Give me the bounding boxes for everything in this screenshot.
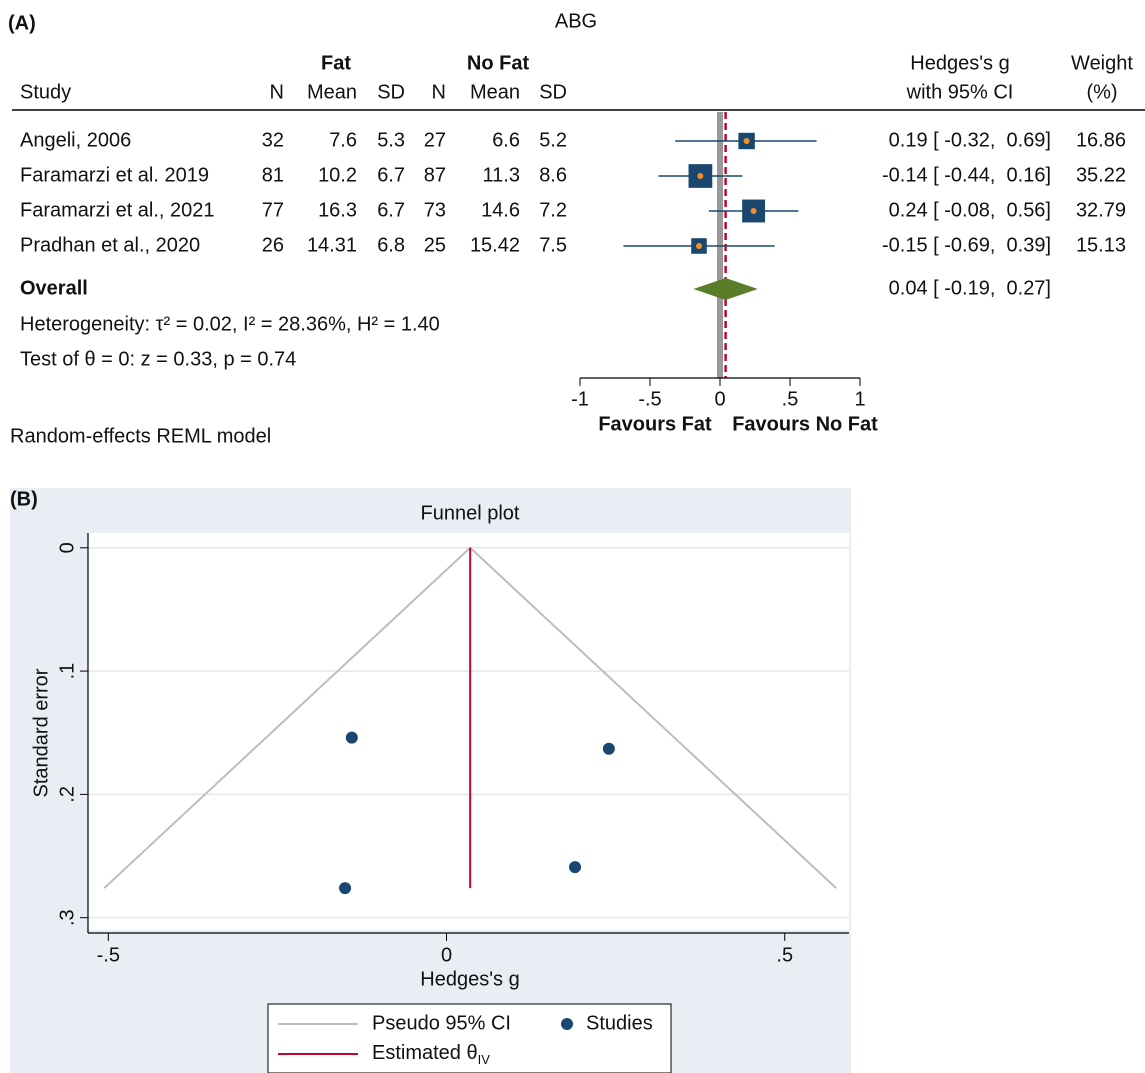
cell: 14.6 — [481, 199, 520, 221]
cell: 7.2 — [539, 199, 567, 221]
column-header: Weight — [1071, 52, 1133, 74]
legend-label-subscript: IV — [478, 1052, 491, 1067]
column-header: with 95% CI — [906, 81, 1014, 103]
x-tick-label: 1 — [854, 388, 865, 410]
y-axis-label: Standard error — [30, 668, 52, 797]
cell: 5.2 — [539, 129, 567, 151]
favours-label: Favours No Fat — [732, 413, 878, 435]
cell: 6.6 — [492, 129, 520, 151]
y-tick-label: .1 — [56, 663, 78, 680]
column-header: N — [270, 81, 284, 103]
ci-label: 0.19 [ -0.32, 0.69] — [889, 129, 1051, 151]
study-point — [345, 731, 358, 744]
x-tick-label: .5 — [776, 944, 793, 966]
cell: 16.3 — [318, 199, 357, 221]
x-tick-label: -1 — [571, 388, 589, 410]
ci-label: 0.24 [ -0.08, 0.56] — [889, 199, 1051, 221]
cell: 11.3 — [483, 164, 520, 186]
weight-label: 16.86 — [1076, 129, 1126, 151]
overall-name: Overall — [20, 277, 88, 299]
plot-area — [88, 533, 849, 930]
y-tick-label: .3 — [56, 909, 78, 926]
legend-label: Pseudo 95% CI — [372, 1012, 511, 1034]
x-axis-label: Hedges's g — [420, 968, 519, 990]
x-tick-label: .5 — [782, 388, 799, 410]
heterogeneity: Heterogeneity: τ² = 0.02, I² = 28.36%, H… — [20, 313, 440, 335]
effect-point — [743, 138, 750, 144]
panel-label: (B) — [10, 488, 38, 510]
effect-point — [750, 208, 757, 214]
study-point — [569, 861, 582, 874]
study-point — [339, 882, 352, 895]
column-header: (%) — [1086, 81, 1117, 103]
cell: 6.8 — [377, 234, 405, 256]
legend-label-main: Estimated θ — [372, 1042, 478, 1064]
cell: 77 — [262, 199, 284, 221]
legend-label: Studies — [586, 1012, 653, 1034]
column-header: Study — [20, 81, 71, 103]
study-point — [602, 742, 615, 755]
chart-title: ABG — [555, 10, 597, 32]
column-header: Hedges's g — [910, 52, 1009, 74]
study-name: Angeli, 2006 — [20, 129, 131, 151]
favours-label: Favours Fat — [598, 413, 712, 435]
cell: 7.5 — [539, 234, 567, 256]
column-header: Mean — [470, 81, 520, 103]
effect-point — [697, 173, 704, 179]
cell: 6.7 — [377, 164, 405, 186]
panel-label: (A) — [8, 12, 36, 34]
cell: 87 — [424, 164, 446, 186]
cell: 6.7 — [377, 199, 405, 221]
weight-label: 35.22 — [1076, 164, 1126, 186]
legend-label: Estimated θIV — [372, 1042, 490, 1067]
cell: 10.2 — [318, 164, 357, 186]
y-tick-label: .2 — [56, 786, 78, 803]
model-note: Random-effects REML model — [10, 425, 271, 447]
ci-label: -0.14 [ -0.44, 0.16] — [882, 164, 1051, 186]
cell: 14.31 — [307, 234, 357, 256]
study-name: Faramarzi et al., 2021 — [20, 199, 215, 221]
cell: 81 — [262, 164, 284, 186]
cell: 27 — [424, 129, 446, 151]
weight-label: 15.13 — [1076, 234, 1126, 256]
group-header: Fat — [321, 52, 351, 74]
group-header: No Fat — [467, 52, 530, 74]
test: Test of θ = 0: z = 0.33, p = 0.74 — [20, 348, 296, 370]
ci-label: -0.15 [ -0.69, 0.39] — [882, 234, 1051, 256]
legend-swatch — [561, 1018, 573, 1030]
x-tick-label: -.5 — [97, 944, 120, 966]
study-name: Pradhan et al., 2020 — [20, 234, 200, 256]
x-tick-label: 0 — [714, 388, 725, 410]
overall-diamond — [693, 278, 758, 300]
cell: 25 — [424, 234, 446, 256]
chart-title: Funnel plot — [421, 502, 520, 524]
cell: 15.42 — [470, 234, 520, 256]
column-header: N — [432, 81, 446, 103]
weight-label: 32.79 — [1076, 199, 1126, 221]
cell: 7.6 — [329, 129, 357, 151]
y-tick-label: 0 — [56, 542, 78, 553]
cell: 73 — [424, 199, 446, 221]
column-header: SD — [539, 81, 567, 103]
column-header: SD — [377, 81, 405, 103]
cell: 26 — [262, 234, 284, 256]
x-tick-label: -.5 — [638, 388, 661, 410]
effect-point — [696, 243, 702, 249]
legend-box — [267, 1003, 672, 1073]
cell: 32 — [262, 129, 284, 151]
study-name: Faramarzi et al. 2019 — [20, 164, 209, 186]
cell: 5.3 — [377, 129, 405, 151]
x-tick-label: 0 — [441, 944, 452, 966]
ci-label: 0.04 [ -0.19, 0.27] — [889, 277, 1051, 299]
cell: 8.6 — [539, 164, 567, 186]
column-header: Mean — [307, 81, 357, 103]
